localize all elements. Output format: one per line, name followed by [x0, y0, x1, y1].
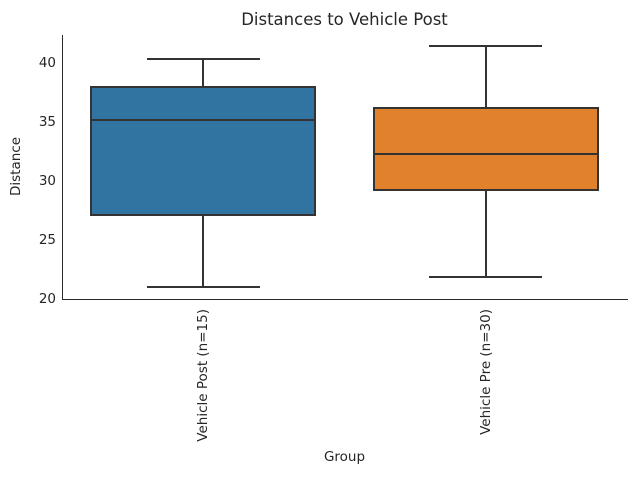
x-axis-label: Group [323, 449, 366, 465]
whisker-lower-line [202, 216, 205, 287]
whisker-upper-line [484, 45, 487, 107]
y-tick-label: 25 [38, 231, 56, 248]
whisker-upper-cap [429, 44, 543, 47]
whisker-lower-cap [146, 285, 260, 288]
chart-title: Distances to Vehicle Post [241, 10, 448, 29]
box-rect [372, 106, 599, 192]
y-tick-label: 40 [38, 55, 56, 72]
y-tick-label: 30 [38, 172, 56, 189]
whisker-lower-line [484, 191, 487, 278]
whisker-upper-line [202, 58, 205, 86]
whisker-upper-cap [146, 57, 260, 60]
median-line [374, 152, 597, 155]
whisker-lower-cap [429, 276, 543, 279]
median-line [92, 118, 315, 121]
x-tick-label: Vehicle Pre (n=30) [477, 309, 494, 435]
box-rect [90, 85, 317, 217]
plot-area [62, 35, 628, 300]
y-tick-label: 20 [38, 290, 56, 307]
y-axis-label: Distance [8, 136, 24, 197]
x-tick-label: Vehicle Post (n=15) [195, 309, 212, 442]
y-tick-label: 35 [38, 114, 56, 131]
